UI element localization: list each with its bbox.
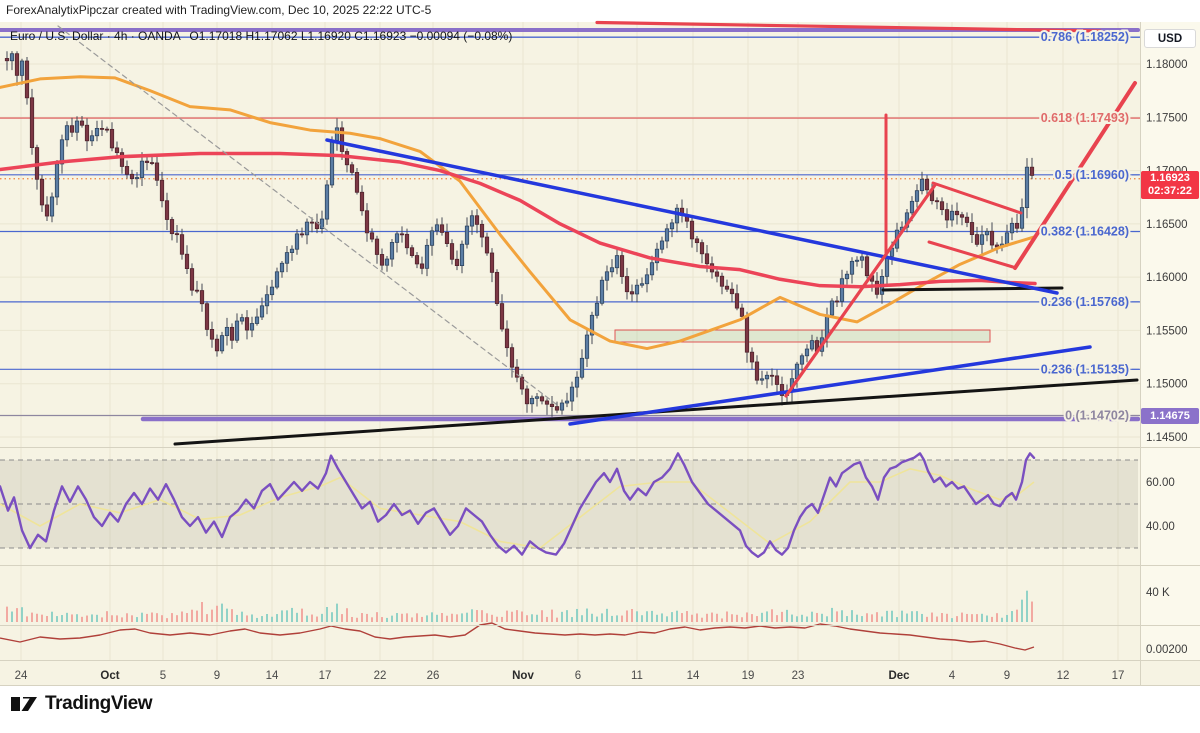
red-flag-lower[interactable]: [927, 240, 1015, 269]
time-axis-label: 12: [1057, 670, 1070, 682]
price-axis-label: 1.14500: [1146, 432, 1188, 444]
ohlc-values: O1.17018 H1.17062 L1.16920 C1.16923 −0.0…: [189, 29, 513, 43]
price-axis-label: 1.16000: [1146, 272, 1188, 284]
red-breakout-line[interactable]: [1013, 81, 1137, 270]
rsi-axis-label: 60.00: [1146, 477, 1175, 489]
tradingview-logo-text: TradingView: [45, 693, 153, 714]
red-pole-diagonal[interactable]: [784, 183, 937, 398]
price-axis-label: 1.17500: [1146, 112, 1188, 124]
chart-legend: Euro / U.S. Dollar · 4h · OANDA O1.17018…: [10, 29, 512, 43]
red-upper-channel-line[interactable]: [595, 20, 1102, 33]
tradingview-logo-icon: [11, 697, 37, 711]
red-flag-upper[interactable]: [931, 181, 1023, 215]
time-axis-label: Dec: [888, 670, 910, 682]
tradingview-logo[interactable]: TradingView: [10, 693, 153, 715]
rsi-ma-line[interactable]: [0, 467, 1035, 549]
price-axis-label: 1.15000: [1146, 379, 1188, 391]
volume-axis-label: 40 K: [1146, 587, 1170, 599]
zone-box[interactable]: [614, 329, 991, 343]
rsi-axis-label: 40.00: [1146, 521, 1175, 533]
time-axis-label: 14: [687, 670, 700, 682]
plot-background: [0, 22, 1140, 685]
atr-axis-label: 0.00200: [1146, 644, 1188, 656]
fib-level-label: 0 (1.14702): [1065, 408, 1129, 422]
time-axis-label: 23: [792, 670, 805, 682]
time-axis-label: 26: [427, 670, 440, 682]
time-axis-label: 17: [1112, 670, 1125, 682]
time-axis-label: 19: [742, 670, 755, 682]
attribution-text: ForexAnalytixPipczar created with Tradin…: [6, 3, 432, 17]
dashed-downtrend-line[interactable]: [57, 25, 557, 405]
time-axis-background: [0, 660, 1200, 685]
price-axis-label: 1.16500: [1146, 219, 1188, 231]
time-axis-label: 6: [575, 670, 581, 682]
price-scale-background: [1140, 22, 1200, 660]
volume-bars[interactable]: [6, 590, 1033, 622]
blue-uptrend-line[interactable]: [568, 345, 1092, 426]
ma-slow-line[interactable]: [0, 151, 1037, 289]
rsi-line[interactable]: [0, 452, 1036, 558]
time-axis-label: 14: [266, 670, 279, 682]
level-price-badge: 1.14675: [1141, 408, 1199, 424]
current-price-badge: 1.16923 02:37:22: [1141, 171, 1199, 199]
candlestick-series[interactable]: [4, 51, 1035, 417]
time-axis-label: 22: [374, 670, 387, 682]
bar-countdown: 02:37:22: [1147, 185, 1193, 197]
symbol-title[interactable]: Euro / U.S. Dollar · 4h · OANDA: [10, 29, 181, 43]
blue-downtrend-line[interactable]: [325, 138, 1059, 295]
price-axis-label: 1.18000: [1146, 59, 1188, 71]
currency-label[interactable]: USD: [1144, 29, 1196, 48]
time-axis-label: Nov: [512, 670, 534, 682]
time-axis-label: 11: [631, 670, 643, 682]
ma-fast-line[interactable]: [0, 75, 1037, 351]
time-axis-label: 9: [214, 670, 220, 682]
time-axis-label: 4: [949, 670, 956, 682]
fib-level-label: 0.236 (1.15135): [1041, 362, 1129, 376]
fib-level-label: 0.382 (1.16428): [1041, 225, 1129, 239]
fib-level-label: 0.5 (1.16960): [1055, 168, 1129, 182]
time-axis-label: 9: [1004, 670, 1010, 682]
fib-level-label: 0.236 (1.15768): [1041, 295, 1129, 309]
atr-line[interactable]: [0, 622, 1035, 651]
time-axis-label: 17: [319, 670, 332, 682]
fib-level-label: 0.618 (1.17493): [1041, 111, 1129, 125]
time-axis-label: 5: [160, 670, 166, 682]
fib-level-label: 0.786 (1.18252): [1041, 30, 1129, 44]
time-axis-label: 24: [15, 670, 28, 682]
time-axis-label: Oct: [100, 670, 119, 682]
current-price-value: 1.16923: [1150, 172, 1190, 184]
price-axis-label: 1.15500: [1146, 325, 1188, 337]
